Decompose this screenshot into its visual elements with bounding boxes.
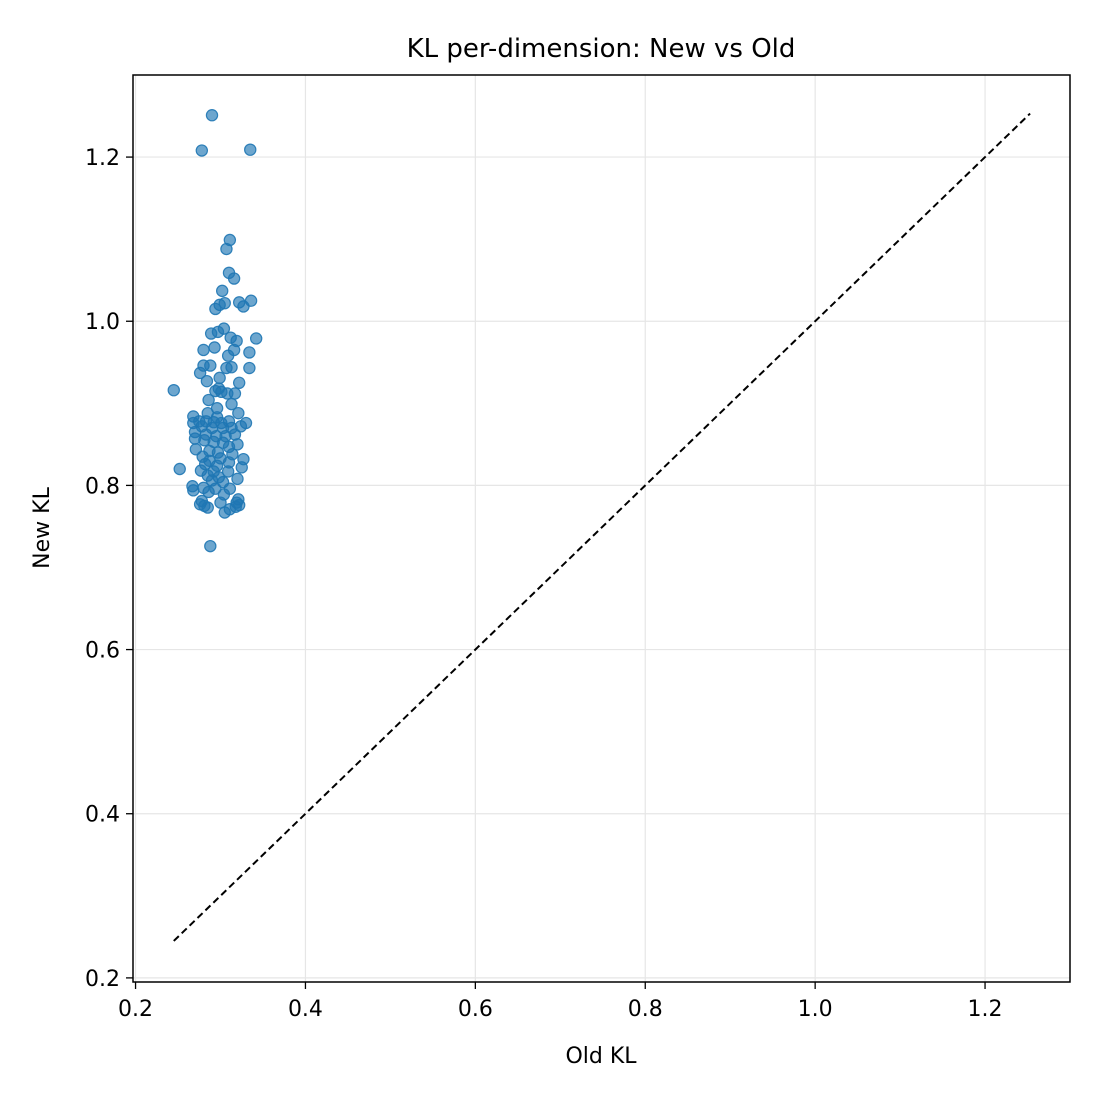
data-point (227, 272, 241, 285)
data-point (215, 284, 229, 298)
data-point (243, 361, 256, 375)
data-point (237, 300, 250, 313)
data-point (220, 361, 233, 375)
data-point (200, 374, 214, 388)
data-point (232, 406, 245, 420)
data-point (208, 341, 221, 354)
x-tick-label: 0.4 (288, 997, 323, 1022)
data-point (234, 420, 248, 433)
data-point (218, 506, 231, 519)
data-point (204, 539, 217, 553)
x-tick-label: 0.2 (118, 997, 153, 1022)
y-tick-label: 0.6 (85, 639, 120, 664)
y-tick-label: 1.2 (85, 146, 120, 171)
reference-line (173, 112, 1031, 942)
data-point (187, 484, 200, 497)
data-point (244, 143, 257, 156)
data-point (173, 462, 186, 476)
y-tick-label: 0.8 (85, 474, 120, 499)
x-axis-label: Old KL (565, 1044, 637, 1069)
y-axis-label: New KL (30, 486, 55, 568)
data-point (209, 384, 222, 398)
y-tick-label: 1.0 (85, 310, 120, 335)
data-point (197, 343, 210, 357)
x-tick-label: 1.0 (798, 997, 833, 1022)
data-point (204, 327, 218, 340)
data-point (209, 302, 222, 316)
data-points (167, 109, 263, 553)
chart-title: KL per-dimension: New vs Old (407, 34, 796, 64)
data-point (202, 485, 215, 499)
data-point (231, 472, 244, 486)
plot-frame (132, 74, 1071, 983)
data-point (221, 387, 234, 400)
data-point (243, 346, 256, 359)
data-point (195, 144, 209, 157)
reference-line-layer (173, 112, 1031, 942)
x-tick-label: 0.6 (458, 997, 493, 1022)
data-point (201, 501, 214, 514)
grid (133, 75, 1070, 982)
axis-ticks: 0.2 0.4 0.6 0.8 1.0 1.2 0.2 0.4 0.6 0.8 1.0 1.2 (85, 146, 1003, 1022)
data-point (249, 332, 263, 345)
data-point (167, 383, 180, 397)
data-point (235, 461, 248, 474)
data-point (221, 349, 235, 362)
data-point (220, 242, 233, 256)
data-point (232, 376, 246, 390)
data-point (202, 393, 215, 407)
data-point (225, 397, 238, 411)
x-tick-label: 0.8 (628, 997, 663, 1022)
data-point (213, 371, 226, 385)
data-point (205, 109, 219, 122)
x-tick-label: 1.2 (968, 997, 1003, 1022)
y-tick-label: 0.4 (85, 803, 120, 828)
data-point (193, 366, 207, 380)
data-point (221, 465, 235, 478)
y-tick-label: 0.2 (85, 967, 120, 992)
